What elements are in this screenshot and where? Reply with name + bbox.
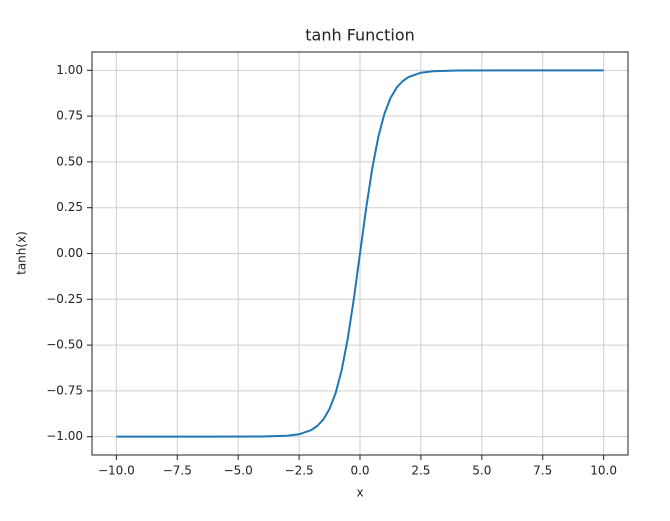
y-tick-label: 0.75 xyxy=(56,109,83,123)
chart-title: tanh Function xyxy=(305,26,415,45)
plot-frame xyxy=(91,51,629,456)
x-axis-label: x xyxy=(356,486,363,500)
x-tick-label: 10.0 xyxy=(590,464,617,478)
y-tick-label: −1.00 xyxy=(46,429,83,443)
x-tick-label: −10.0 xyxy=(98,464,135,478)
y-tick-label: 0.50 xyxy=(56,154,83,168)
y-axis-label: tanh(x) xyxy=(15,231,29,275)
x-tick-label: −5.0 xyxy=(224,464,253,478)
x-tick-label: 5.0 xyxy=(472,464,491,478)
x-tick-label: −7.5 xyxy=(163,464,192,478)
y-tick-label: −0.25 xyxy=(46,292,83,306)
line xyxy=(116,69,604,438)
y-tick-label: −0.50 xyxy=(46,338,83,352)
x-tick-label: 2.5 xyxy=(411,464,430,478)
y-tick-label: 0.00 xyxy=(56,246,83,260)
x-tick-label: 7.5 xyxy=(533,464,552,478)
y-tick-label: 1.00 xyxy=(56,63,83,77)
y-tick-label: 0.25 xyxy=(56,200,83,214)
y-tick-label: −0.75 xyxy=(46,383,83,397)
x-tick-label: −2.5 xyxy=(285,464,314,478)
x-tick-label: 0.0 xyxy=(350,464,369,478)
